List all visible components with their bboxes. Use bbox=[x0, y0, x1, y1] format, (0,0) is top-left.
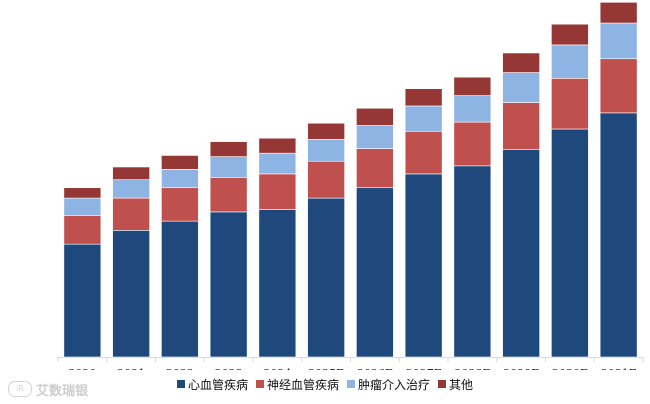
bar-segment-1-2031F bbox=[599, 58, 638, 114]
bar-segment-0-2027F bbox=[404, 173, 443, 358]
bar-segment-2-2026F bbox=[356, 125, 394, 149]
x-tick-label: 2021 bbox=[117, 367, 145, 370]
x-tick-label: 2022 bbox=[166, 367, 194, 370]
x-tick-label: 2026F bbox=[357, 367, 393, 370]
bar-segment-0-2030F bbox=[551, 128, 589, 358]
legend-item-0: 心血管疾病 bbox=[176, 376, 248, 393]
legend-swatch bbox=[347, 380, 355, 388]
x-tick-label: 2029F bbox=[503, 367, 539, 370]
legend-item-2: 肿瘤介入治疗 bbox=[347, 376, 430, 393]
watermark-logo-icon: iR bbox=[8, 381, 32, 397]
bar-segment-1-2020 bbox=[63, 215, 102, 245]
bar-segment-0-2023 bbox=[209, 211, 248, 358]
legend-label: 肿瘤介入治疗 bbox=[358, 377, 431, 392]
legend-swatch bbox=[176, 380, 185, 388]
legend-label: 神经血管疾病 bbox=[266, 377, 339, 392]
bar-segment-0-2031F bbox=[599, 112, 638, 358]
bar-segment-3-2029F bbox=[502, 52, 540, 73]
legend-label: 心血管疾病 bbox=[187, 377, 248, 392]
x-tick-label: 2023 bbox=[215, 367, 243, 370]
bar-segment-3-2022 bbox=[161, 155, 199, 170]
bar-segment-0-2025E bbox=[307, 197, 345, 358]
bar-segment-2-2025E bbox=[307, 139, 345, 162]
bar-segment-2-2021 bbox=[112, 179, 150, 199]
bar-segment-2-2023 bbox=[209, 156, 248, 178]
bar-segment-3-2026F bbox=[356, 107, 394, 126]
bar-segment-3-2030F bbox=[551, 23, 589, 46]
bar-segment-1-2027F bbox=[404, 130, 443, 175]
bar-segment-3-2027F bbox=[404, 88, 443, 107]
x-tick-label: 2027F bbox=[406, 367, 442, 370]
legend-item-3: 其他 bbox=[438, 376, 473, 393]
bar-segment-2-2022 bbox=[161, 168, 199, 189]
legend-item-1: 神经血管疾病 bbox=[255, 376, 339, 393]
bar-segment-3-2023 bbox=[209, 141, 248, 157]
bar-segment-0-2024 bbox=[258, 209, 297, 358]
bar-segment-2-2028F bbox=[453, 95, 492, 123]
bar-segment-2-2030F bbox=[551, 44, 589, 79]
legend-label: 其他 bbox=[449, 377, 474, 392]
bar-segment-1-2030F bbox=[551, 78, 589, 130]
bar-segment-1-2026F bbox=[356, 148, 394, 189]
bar-segment-3-2025E bbox=[307, 122, 345, 140]
bar-segment-3-2031F bbox=[599, 2, 638, 24]
x-tick-label: 2024 bbox=[263, 367, 291, 370]
bar-segment-0-2029F bbox=[502, 149, 540, 358]
bar-segment-1-2023 bbox=[209, 177, 248, 213]
bar-segment-0-2026F bbox=[356, 187, 394, 358]
x-tick-label: 2030F bbox=[552, 367, 588, 370]
bar-segment-1-2024 bbox=[258, 173, 297, 210]
bar-segment-2-2029F bbox=[502, 72, 540, 103]
bar-segment-3-2020 bbox=[63, 187, 102, 199]
x-tick-label: 2025E bbox=[308, 367, 344, 370]
bar-segment-0-2020 bbox=[63, 243, 102, 358]
bar-segment-2-2020 bbox=[63, 197, 102, 216]
bar-segment-3-2024 bbox=[258, 137, 297, 154]
legend-swatch bbox=[255, 380, 264, 388]
bar-segment-3-2028F bbox=[453, 76, 492, 96]
chart-canvas: 2020 2021 2022 2023 2024 2025E 2026F 2027F 2028F… bbox=[57, 2, 644, 370]
watermark: iR 艾数瑞银 bbox=[8, 380, 89, 399]
bar-segment-3-2021 bbox=[112, 166, 150, 180]
bar-segment-1-2025E bbox=[307, 160, 345, 199]
bar-segment-2-2027F bbox=[404, 105, 443, 132]
x-tick-label: 2028F bbox=[455, 367, 491, 370]
bar-segment-2-2031F bbox=[599, 22, 638, 60]
bar-segment-0-2028F bbox=[453, 165, 492, 358]
x-tick-label: 2031F bbox=[601, 367, 637, 370]
chart-legend: 心血管疾病 神经血管疾病 肿瘤介入治疗 其他 bbox=[0, 374, 650, 394]
bar-segment-1-2028F bbox=[453, 121, 492, 167]
legend-swatch bbox=[438, 380, 447, 388]
bar-segment-0-2021 bbox=[112, 230, 150, 358]
bar-segment-2-2024 bbox=[258, 152, 297, 175]
bar-segment-1-2022 bbox=[161, 187, 199, 222]
bar-segment-1-2029F bbox=[502, 102, 540, 151]
watermark-text: 艾数瑞银 bbox=[36, 383, 89, 399]
x-tick-label: 2020 bbox=[68, 367, 96, 370]
bar-segment-1-2021 bbox=[112, 197, 150, 231]
bar-segment-0-2022 bbox=[161, 220, 199, 358]
